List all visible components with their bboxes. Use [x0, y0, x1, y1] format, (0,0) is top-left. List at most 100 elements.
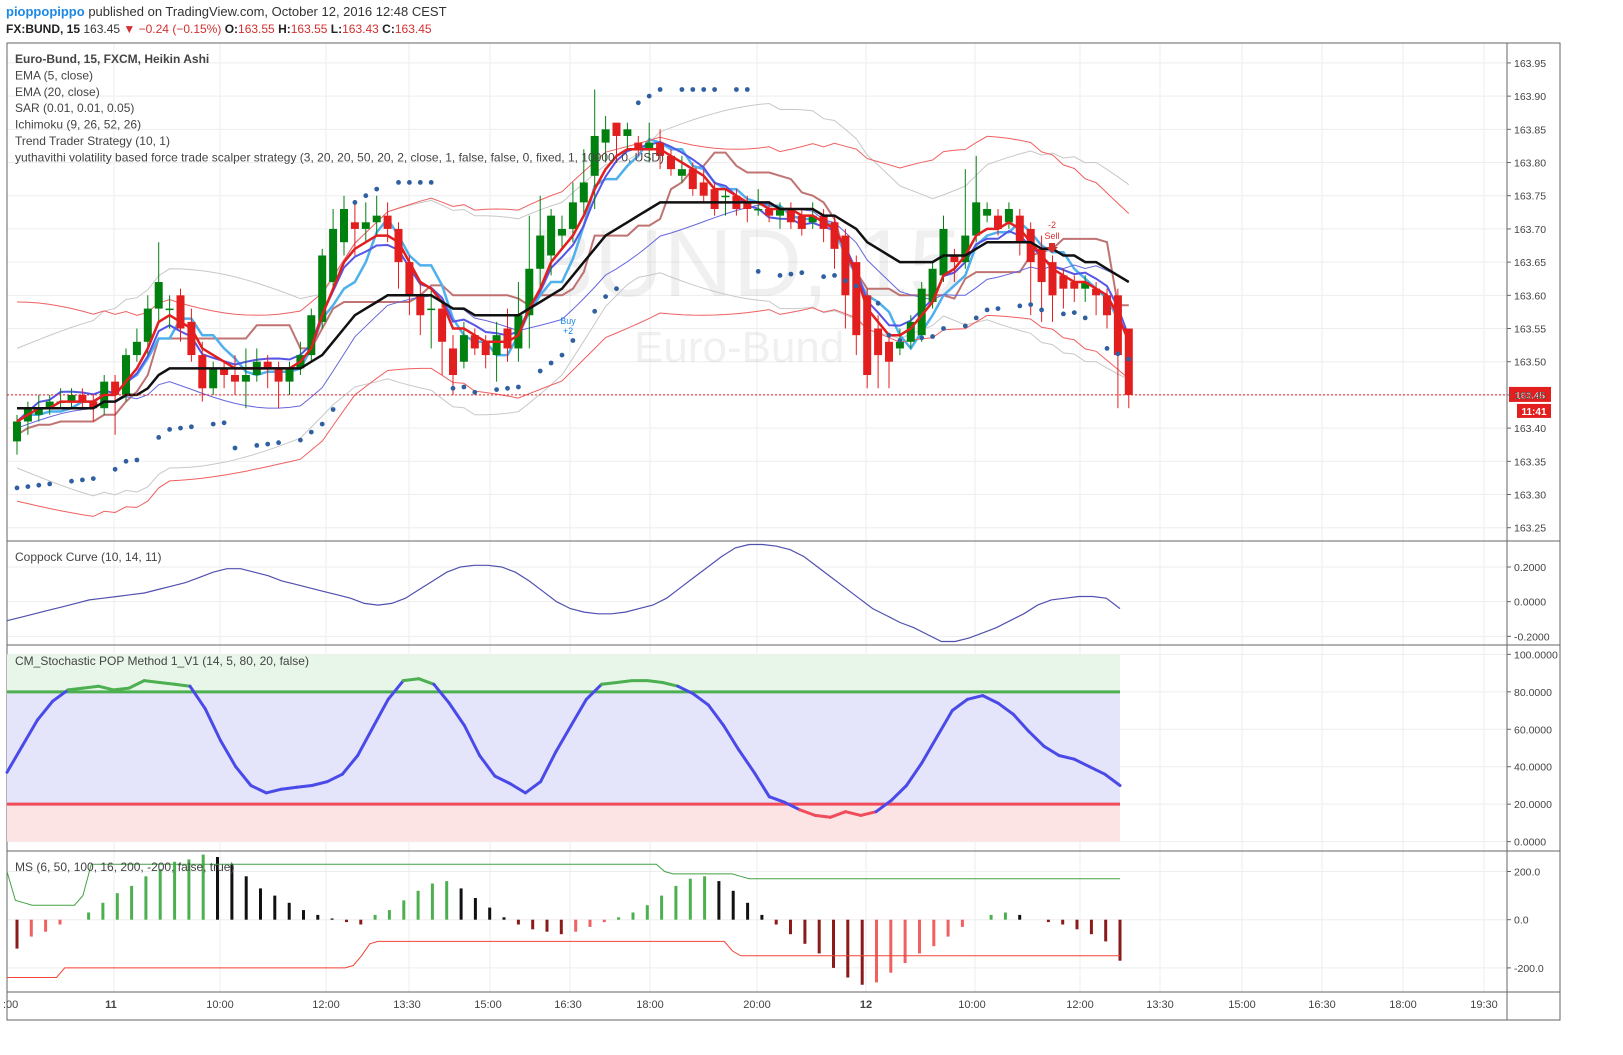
candle-down [743, 202, 752, 209]
sar-dot [614, 286, 619, 292]
stochastic-segment [356, 725, 375, 757]
sar-dot [189, 424, 194, 430]
candle-down [852, 262, 861, 336]
sar-dot [984, 307, 990, 313]
stochastic-segment [1042, 744, 1061, 757]
candle-up [492, 335, 501, 356]
price-tick-label: 0.0000 [1514, 597, 1546, 609]
sar-dot [232, 445, 238, 451]
close-label: C: [382, 22, 395, 36]
stochastic-segment [81, 684, 100, 690]
stochastic-segment [798, 808, 817, 817]
candle-down [885, 341, 893, 362]
candle-up [972, 202, 981, 236]
indicator-legend-item: EMA (5, close) [15, 68, 93, 82]
symbol-label: FX:BUND, 15 [6, 22, 81, 36]
candle-down [874, 328, 883, 356]
sar-dot [330, 407, 336, 412]
candle-down [634, 142, 643, 150]
sar-dot [494, 387, 499, 392]
stochastic-segment [706, 703, 726, 727]
stochastic-segment [340, 754, 360, 776]
candle-down [274, 368, 283, 382]
stochastic-segment [569, 697, 588, 727]
time-tick-label: 13:30 [1146, 999, 1174, 1011]
price-tick-label: 100.0000 [1514, 649, 1558, 661]
sar-dot [450, 385, 456, 391]
last-price-tag [1509, 386, 1551, 402]
candle-up [754, 209, 763, 211]
candle-up [808, 215, 817, 223]
ema-5-line [16, 147, 1130, 423]
stochastic-segment [615, 679, 634, 684]
indicator-legend-item: Trend Trader Strategy (10, 1) [15, 134, 170, 148]
high-value: 163.55 [290, 22, 328, 36]
candle-down [89, 401, 98, 409]
sar-dot [734, 87, 739, 92]
sar-dot [1028, 302, 1034, 307]
sar-dot [919, 335, 925, 341]
oversold-zone [7, 804, 1120, 842]
author-link[interactable]: pioppopippo [6, 4, 85, 19]
candle-down [1124, 328, 1133, 395]
last-price: 163.45 [83, 22, 121, 36]
candle-up [67, 394, 76, 402]
stochastic-segment [767, 795, 787, 804]
stochastic-segment [1011, 712, 1030, 733]
candle-down [449, 348, 457, 375]
stochastic-segment [1072, 757, 1091, 769]
stochastic-segment [920, 735, 939, 765]
candle-down [198, 355, 207, 389]
time-tick-label: 10:00 [206, 999, 234, 1011]
sar-dot [537, 368, 543, 374]
sar-dot [799, 270, 805, 276]
ms-upper-band [6, 863, 1120, 906]
sar-dot [570, 338, 576, 343]
sar-dot [90, 476, 96, 481]
candle-down [1103, 295, 1111, 316]
stochastic-segment [142, 679, 161, 684]
stochastic-segment [295, 784, 314, 789]
candle-down [350, 222, 359, 229]
coppock-line [6, 543, 1121, 643]
candle-down [950, 255, 959, 263]
time-tick-label: 13:30 [393, 999, 421, 1011]
stochastic-segment [51, 688, 70, 703]
candle-up [143, 308, 152, 342]
price-tick-label: 80.0000 [1514, 687, 1552, 699]
conversion-line [16, 137, 1130, 423]
price-tick-label: 163.50 [1514, 357, 1546, 369]
sar-dot [472, 389, 478, 395]
price-tick-label: 163.60 [1514, 290, 1546, 302]
candle-up [154, 282, 163, 309]
candle-down [1113, 295, 1122, 356]
sar-dot [374, 186, 380, 192]
stochastic-segment [996, 701, 1015, 716]
candle-up [340, 209, 348, 243]
candle-up [165, 308, 174, 311]
watermark-name: Euro-Bund [634, 323, 844, 372]
candle-up [318, 255, 327, 322]
sar-dot [25, 484, 31, 489]
price-tick-label: 40.0000 [1514, 762, 1552, 774]
time-tick-label: 15:00 [1228, 999, 1256, 1011]
stochastic-segment [889, 784, 908, 802]
price-change: ▼ −0.24 (−0.15%) [123, 22, 222, 36]
sar-dot [1061, 311, 1066, 317]
candle-down [263, 361, 272, 369]
stochastic-segment [310, 780, 329, 787]
candle-up [906, 321, 915, 342]
stochastic-segment [173, 682, 192, 688]
sar-dot [712, 87, 717, 92]
stochastic-segment [935, 709, 954, 739]
candle-up [961, 235, 970, 263]
stochastic-segment [1027, 729, 1046, 748]
stochastic-title: CM_Stochastic POP Method 1_V1 (14, 5, 80… [15, 654, 309, 668]
ms-lower-band [7, 940, 1120, 978]
price-tick-label: 163.35 [1514, 456, 1546, 468]
candle-up [329, 228, 338, 283]
coppock-title: Coppock Curve (10, 14, 11) [15, 550, 162, 564]
time-tick-label: :00 [3, 999, 18, 1011]
sar-dot [298, 437, 303, 443]
